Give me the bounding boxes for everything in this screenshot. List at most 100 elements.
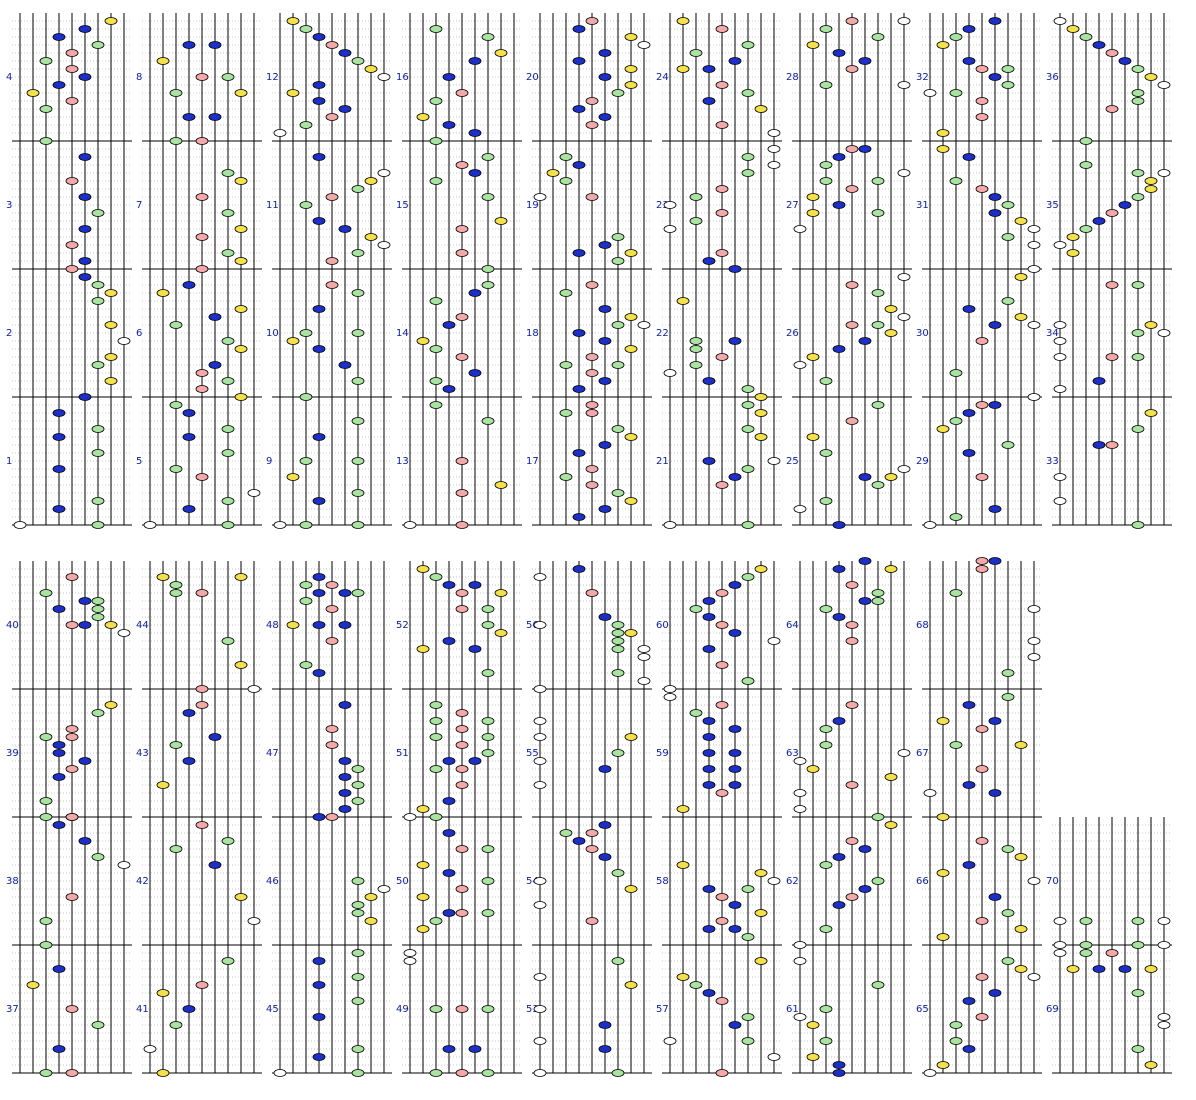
note: [1053, 241, 1067, 249]
note: [182, 433, 196, 441]
note: [26, 981, 40, 989]
note: [832, 1069, 846, 1077]
note: [598, 505, 612, 513]
note: [767, 877, 781, 885]
note: [533, 573, 547, 581]
note: [468, 645, 482, 653]
measure-number: 67: [916, 748, 929, 759]
note: [429, 717, 443, 725]
note: [195, 685, 209, 693]
note: [728, 725, 742, 733]
note: [156, 57, 170, 65]
measure-number: 65: [916, 1004, 929, 1015]
note: [416, 565, 430, 573]
note: [975, 973, 989, 981]
note: [442, 1045, 456, 1053]
note: [429, 401, 443, 409]
note: [1014, 965, 1028, 973]
note: [182, 505, 196, 513]
note: [611, 645, 625, 653]
note: [481, 193, 495, 201]
note: [312, 497, 326, 505]
note: [52, 741, 66, 749]
measure-number: 54: [526, 876, 539, 887]
note: [234, 893, 248, 901]
note: [1079, 137, 1093, 145]
note: [1157, 1021, 1171, 1029]
note: [299, 521, 313, 529]
note: [195, 821, 209, 829]
note: [1001, 693, 1015, 701]
note: [221, 837, 235, 845]
note: [598, 853, 612, 861]
note: [923, 521, 937, 529]
note: [949, 1037, 963, 1045]
note: [78, 837, 92, 845]
note: [585, 481, 599, 489]
measure-number: 62: [786, 876, 799, 887]
note: [546, 169, 560, 177]
note: [728, 629, 742, 637]
note: [455, 225, 469, 233]
note: [819, 1005, 833, 1013]
measure-number: 26: [786, 328, 799, 339]
note: [455, 353, 469, 361]
note: [208, 861, 222, 869]
note: [455, 89, 469, 97]
note: [871, 481, 885, 489]
note: [325, 581, 339, 589]
note: [715, 353, 729, 361]
measure-number: 42: [136, 876, 149, 887]
note: [572, 161, 586, 169]
note: [741, 169, 755, 177]
note: [351, 909, 365, 917]
measure-number: 57: [656, 1004, 669, 1015]
note: [169, 137, 183, 145]
note: [1053, 473, 1067, 481]
note: [416, 861, 430, 869]
note: [1027, 265, 1041, 273]
note: [195, 193, 209, 201]
note: [1053, 497, 1067, 505]
note: [585, 401, 599, 409]
note: [767, 145, 781, 153]
note: [806, 353, 820, 361]
measure-number: 10: [266, 328, 279, 339]
note: [884, 473, 898, 481]
note: [585, 917, 599, 925]
note: [1079, 941, 1093, 949]
note: [52, 465, 66, 473]
note: [598, 337, 612, 345]
note: [715, 1069, 729, 1077]
measure-number: 32: [916, 72, 929, 83]
note: [1014, 217, 1028, 225]
note: [234, 661, 248, 669]
note: [832, 901, 846, 909]
note: [637, 321, 651, 329]
note: [1118, 965, 1132, 973]
note: [832, 49, 846, 57]
note: [871, 289, 885, 297]
note: [156, 989, 170, 997]
note: [39, 813, 53, 821]
note: [195, 73, 209, 81]
note: [1131, 941, 1145, 949]
note: [819, 161, 833, 169]
note: [884, 305, 898, 313]
note: [494, 481, 508, 489]
note: [741, 425, 755, 433]
note: [715, 209, 729, 217]
note: [416, 337, 430, 345]
note: [715, 25, 729, 33]
note: [299, 201, 313, 209]
note: [1027, 393, 1041, 401]
note: [221, 337, 235, 345]
note: [351, 997, 365, 1005]
note: [884, 565, 898, 573]
note: [923, 89, 937, 97]
note: [468, 289, 482, 297]
note: [936, 425, 950, 433]
note: [611, 957, 625, 965]
note: [91, 425, 105, 433]
note: [377, 169, 391, 177]
